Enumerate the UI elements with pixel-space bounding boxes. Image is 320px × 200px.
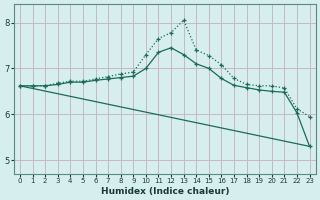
X-axis label: Humidex (Indice chaleur): Humidex (Indice chaleur) <box>100 187 229 196</box>
